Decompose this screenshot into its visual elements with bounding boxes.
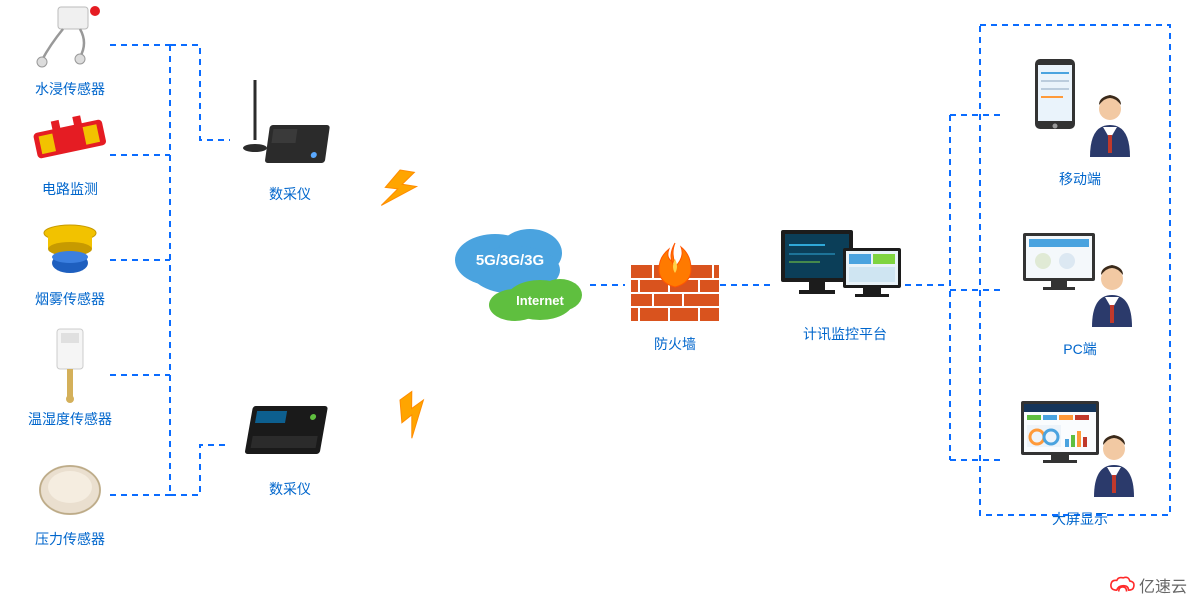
- dtu-icon: [230, 385, 350, 475]
- sensor-water: 水浸传感器: [20, 5, 120, 99]
- water-sensor-icon: [20, 5, 120, 75]
- cloud-text-internet: Internet: [516, 293, 564, 308]
- sensor-pressure: 压力传感器: [20, 455, 120, 549]
- smoke-sensor-icon: [20, 215, 120, 285]
- sensor-label: 压力传感器: [20, 529, 120, 549]
- sensor-label: 烟雾传感器: [20, 289, 120, 309]
- sensor-circuit: 电路监测: [20, 105, 120, 199]
- client-pc: PC端: [1010, 225, 1150, 359]
- pressure-sensor-icon: [20, 455, 120, 525]
- collector-label: 数采仪: [230, 184, 350, 204]
- firewall-icon: [620, 235, 730, 330]
- temp-sensor-icon: [20, 325, 120, 405]
- bigscreen-client-icon: [1010, 395, 1150, 505]
- dtu-icon: [230, 70, 350, 180]
- sensor-smoke: 烟雾传感器: [20, 215, 120, 309]
- client-label: 移动端: [1010, 169, 1150, 189]
- sensor-temp: 温湿度传感器: [20, 325, 120, 429]
- client-screen: 大屏显示: [1010, 395, 1150, 529]
- firewall-node: 防火墙: [620, 235, 730, 354]
- sensor-label: 电路监测: [20, 179, 120, 199]
- diagram-stage: 水浸传感器 电路监测 烟雾传感器 温湿度传感器 压力传感器 数采仪 数采仪 5G…: [0, 0, 1199, 605]
- platform-icon: [770, 220, 920, 320]
- cloud-text-5g: 5G/3G/3G: [476, 252, 544, 269]
- cloud-node: 5G/3G/3G Internet: [440, 215, 600, 335]
- client-label: PC端: [1010, 339, 1150, 359]
- pc-client-icon: [1010, 225, 1150, 335]
- client-label: 大屏显示: [1010, 509, 1150, 529]
- circuit-sensor-icon: [20, 105, 120, 175]
- platform-node: 计讯监控平台: [770, 220, 920, 344]
- cloud-icon: 5G/3G/3G Internet: [440, 215, 600, 335]
- collector-label: 数采仪: [230, 479, 350, 499]
- collector-bottom: 数采仪: [230, 385, 350, 499]
- sensor-label: 水浸传感器: [20, 79, 120, 99]
- platform-label: 计讯监控平台: [770, 324, 920, 344]
- mobile-client-icon: [1010, 55, 1150, 165]
- collector-top: 数采仪: [230, 70, 350, 204]
- client-mobile: 移动端: [1010, 55, 1150, 189]
- firewall-label: 防火墙: [620, 334, 730, 354]
- watermark-text: 亿速云: [1139, 573, 1187, 597]
- watermark: 亿速云: [1109, 573, 1187, 597]
- sensor-label: 温湿度传感器: [20, 409, 120, 429]
